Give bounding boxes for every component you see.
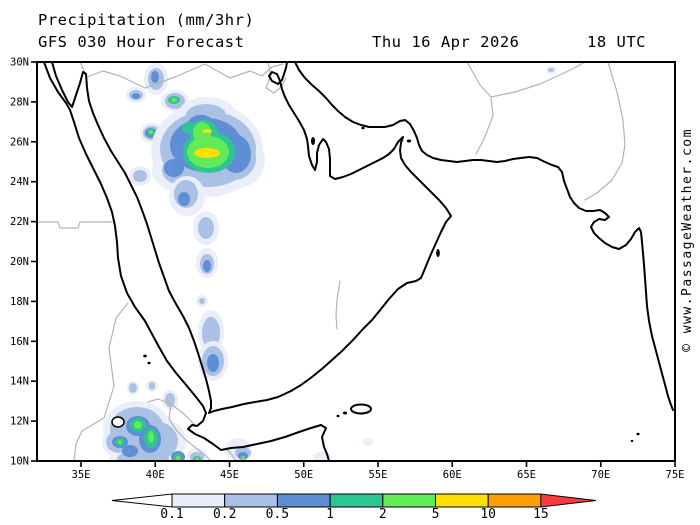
country-border [168, 403, 212, 461]
legend-cell [171, 493, 226, 508]
legend-label: 0.1 [160, 507, 183, 522]
precip-blob [363, 438, 373, 446]
lat-tick-label: 16N [10, 336, 29, 348]
island [147, 361, 151, 365]
country-border [79, 62, 284, 89]
legend-arrow-right [540, 493, 597, 508]
forecast-time: 18 UTC [587, 33, 646, 51]
lat-tick-label: 26N [10, 136, 29, 148]
map-area [36, 61, 676, 462]
forecast-date: Thu 16 Apr 2026 [372, 33, 519, 51]
lat-tick-label: 14N [10, 376, 29, 388]
precip-blob [151, 71, 159, 83]
legend-label: 0.2 [213, 507, 236, 522]
precip-blob [149, 130, 153, 134]
precip-blob [129, 383, 137, 393]
island [406, 139, 412, 143]
coastline [294, 62, 674, 411]
lon-tick-label: 40E [146, 469, 165, 481]
islands-layer [111, 126, 640, 443]
lat-tick-label: 28N [10, 96, 29, 108]
legend-label: 15 [533, 507, 549, 522]
legend-colorbar: 0.1 0.2 0.5 1 2 5 10 15 [111, 493, 597, 522]
precip-blob [207, 354, 219, 372]
legend-cell [382, 493, 436, 508]
legend-label: 2 [379, 507, 387, 522]
legend-cell [435, 493, 489, 508]
island [111, 416, 125, 428]
lon-axis: 35E 40E 45E 50E 55E 60E 65E 70E 75E [72, 461, 685, 481]
island [436, 249, 440, 257]
precip-blob [132, 93, 140, 99]
country-border [490, 62, 586, 98]
precip-blob [176, 456, 180, 460]
coastline [51, 62, 452, 414]
precip-blob [194, 148, 220, 158]
precip-blob [241, 456, 245, 460]
country-border [37, 221, 113, 229]
country-border [466, 62, 494, 155]
country-border [335, 280, 341, 330]
lon-tick-label: 60E [443, 469, 462, 481]
legend-cell [224, 493, 278, 508]
precip-blob [164, 159, 184, 177]
precip-blob [165, 393, 175, 407]
lon-tick-label: 55E [369, 469, 388, 481]
island [630, 439, 634, 443]
country-border [226, 448, 237, 461]
coastlines-layer [43, 62, 674, 461]
lon-tick-label: 65E [517, 469, 536, 481]
coastline [43, 62, 330, 461]
island [143, 354, 147, 358]
island [336, 414, 340, 418]
precip-blob [171, 98, 177, 102]
precip-blob [122, 445, 138, 457]
precip-blob [178, 192, 190, 206]
precip-blob [198, 217, 214, 239]
precip-blob [548, 68, 554, 72]
legend-label: 10 [480, 507, 496, 522]
lat-axis: 30N 28N 26N 24N 22N 20N 18N 16N 14N 12N 10N [10, 57, 37, 468]
island [636, 432, 640, 436]
precip-blob [133, 170, 147, 182]
legend-label: 5 [432, 507, 440, 522]
island [350, 403, 372, 415]
precip-blob [149, 382, 155, 390]
precip-layer [102, 63, 556, 461]
country-border [73, 302, 129, 461]
lon-tick-label: 45E [220, 469, 239, 481]
legend-cell [329, 493, 384, 508]
legend-cell [276, 493, 331, 508]
precip-blob [199, 298, 205, 304]
legend-label: 0.5 [266, 507, 289, 522]
header: Precipitation (mm/3hr) GFS 030 Hour Fore… [38, 11, 646, 51]
precip-blob [202, 129, 212, 133]
legend-label: 1 [326, 507, 334, 522]
lat-tick-label: 24N [10, 176, 29, 188]
chart-title: Precipitation (mm/3hr) [38, 11, 254, 29]
watermark: © www.PassageWeather.com [680, 128, 695, 352]
lat-tick-label: 12N [10, 416, 29, 428]
island [361, 126, 365, 130]
precip-blob [148, 431, 154, 443]
lat-tick-label: 22N [10, 216, 29, 228]
lat-tick-label: 20N [10, 256, 29, 268]
lat-tick-label: 10N [10, 456, 29, 468]
precip-blob [203, 260, 211, 272]
country-border [584, 62, 626, 201]
lon-tick-label: 75E [666, 469, 685, 481]
precip-blob [202, 317, 220, 349]
legend-cell [487, 493, 542, 508]
precip-blob [134, 421, 142, 429]
lon-tick-label: 35E [72, 469, 91, 481]
island [311, 137, 315, 145]
lon-tick-label: 50E [294, 469, 313, 481]
lat-tick-label: 18N [10, 296, 29, 308]
lat-tick-label: 30N [10, 57, 29, 69]
precip-blob [118, 440, 122, 444]
island [343, 411, 347, 415]
lon-tick-label: 70E [591, 469, 610, 481]
chart-subtitle: GFS 030 Hour Forecast [38, 33, 244, 51]
